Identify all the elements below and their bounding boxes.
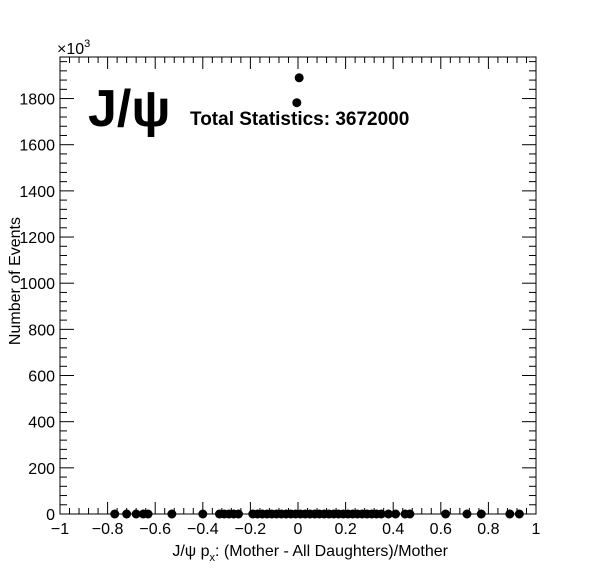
big-label: J/ψ (88, 80, 171, 138)
data-point (391, 509, 401, 519)
data-point (167, 509, 177, 519)
data-point (505, 509, 515, 519)
data-point (198, 509, 208, 519)
data-point (294, 73, 304, 83)
x-tick-label: −0.4 (187, 521, 219, 538)
y-tick-label: 1600 (19, 138, 55, 155)
x-axis-title: J/ψ px: (Mother - All Daughters)/Mother (172, 543, 448, 564)
y-tick-label: 600 (28, 369, 55, 386)
y-tick-label: 800 (28, 322, 55, 339)
x-axis-title-rest: : (Mother - All Daughters)/Mother (215, 543, 449, 560)
y-multiplier-exponent: 3 (84, 38, 90, 50)
y-axis-title: Number of Events (7, 217, 24, 345)
y-tick-label: 1000 (19, 276, 55, 293)
y-tick-label: 1400 (19, 184, 55, 201)
data-point (376, 509, 386, 519)
data-point (462, 509, 472, 519)
x-tick-label: 0 (294, 521, 303, 538)
stats-label: Total Statistics: 3672000 (190, 109, 409, 130)
data-point (441, 509, 451, 519)
x-tick-label: −0.8 (92, 521, 124, 538)
data-point (383, 509, 393, 519)
y-tick-label: 1800 (19, 92, 55, 109)
data-point (292, 98, 302, 108)
y-tick-label: 0 (46, 507, 55, 524)
x-tick-label: 0.4 (382, 521, 404, 538)
y-multiplier-base: ×10 (57, 41, 84, 58)
data-point (122, 509, 132, 519)
y-tick-label: 400 (28, 415, 55, 432)
x-axis-title-subscript: x (210, 552, 216, 564)
y-tick-label: 200 (28, 461, 55, 478)
data-point (110, 509, 120, 519)
x-tick-label: −0.2 (235, 521, 267, 538)
data-point (476, 509, 486, 519)
data-point (514, 509, 524, 519)
ticks (59, 57, 537, 515)
data-point (405, 509, 415, 519)
y-tick-label: 1200 (19, 230, 55, 247)
x-tick-label: 1 (532, 521, 541, 538)
x-tick-label: 0.8 (477, 521, 499, 538)
data-point (143, 509, 153, 519)
data-points (110, 73, 524, 519)
x-tick-label: 0.2 (334, 521, 356, 538)
y-multiplier: ×103 (57, 38, 90, 58)
x-axis-title-main: J/ψ p (172, 543, 209, 560)
tick-labels: −1 −0.8 −0.6 −0.4 −0.2 0 0.2 0.4 0.6 0.8 1 0 200 400 6… (19, 92, 540, 538)
x-tick-label: −0.6 (139, 521, 171, 538)
data-point (131, 509, 141, 519)
x-tick-label: −1 (51, 521, 69, 538)
data-point (234, 509, 243, 519)
x-tick-label: 0.6 (430, 521, 452, 538)
